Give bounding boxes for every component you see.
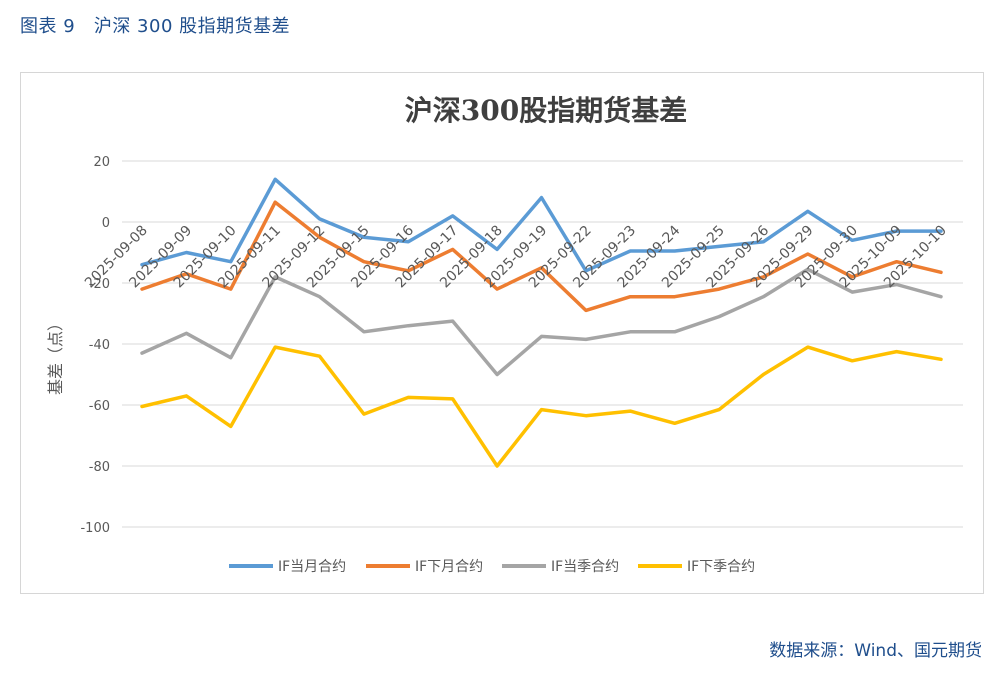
legend-label: IF当季合约	[551, 559, 619, 575]
y-tick-label: -20	[89, 277, 110, 292]
series-line-3	[140, 267, 943, 377]
line-chart: 200-20-40-60-80-100 2025-09-082025-09-09…	[46, 94, 963, 575]
legend: IF当月合约 IF下月合约 IF当季合约 IF下季合约	[229, 559, 755, 575]
y-tick-label: 0	[102, 216, 110, 231]
y-axis-title: 基差（点）	[46, 315, 65, 395]
legend-label: IF下季合约	[687, 559, 755, 575]
data-source-note: 数据来源：Wind、国元期货	[769, 641, 982, 661]
y-tick-label: -60	[89, 399, 110, 414]
series-line-1	[140, 177, 943, 273]
y-tick-label: -100	[80, 521, 110, 536]
legend-label: IF下月合约	[415, 559, 483, 575]
legend-label: IF当月合约	[278, 559, 346, 575]
chart-container: 20 0 -20 -40 -60 -80 -100 2025-09-08 2025-09-09…	[20, 72, 984, 594]
y-tick-label: 20	[93, 155, 110, 170]
series-lines	[140, 177, 943, 468]
series-line-2	[140, 200, 943, 313]
figure-caption: 图表 9 沪深 300 股指期货基差	[20, 16, 291, 37]
chart-title: 沪深300股指期货基差	[405, 94, 687, 127]
y-tick-label: -80	[89, 460, 110, 475]
series-line-4	[140, 345, 943, 468]
y-axis-ticks: 20 0 -20 -40 -60 -80 -100	[80, 155, 110, 536]
gridlines	[122, 160, 963, 528]
y-tick-label: -40	[89, 338, 110, 353]
